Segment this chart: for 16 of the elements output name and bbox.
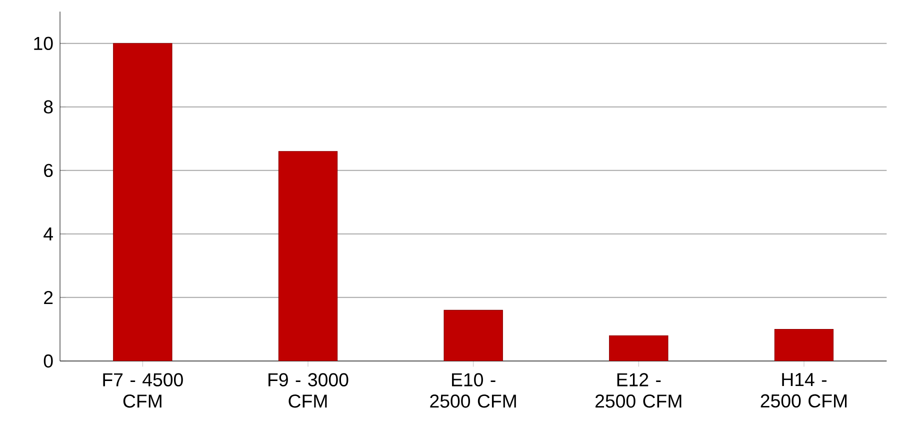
- bar: [278, 151, 338, 361]
- y-tick-label: 10: [34, 36, 53, 50]
- y-tick-label: 6: [44, 164, 53, 178]
- y-tick-label: 4: [44, 228, 53, 240]
- y-tick-label: 8: [44, 100, 53, 114]
- bar: [609, 335, 668, 361]
- x-tick-label: E12 - 2500 CFM: [596, 373, 682, 408]
- bar: [444, 310, 503, 361]
- x-tick-label: E10 - 2500 CFM: [430, 373, 516, 408]
- y-tick-label: 0: [44, 354, 53, 368]
- x-tick-label: F9 - 3000 CFM: [268, 373, 348, 408]
- x-tick-label: H14 - 2500 CFM: [760, 373, 847, 408]
- bar: [113, 43, 172, 361]
- bar: [774, 328, 834, 361]
- x-tick-label: F7 - 4500 CFM: [103, 373, 183, 408]
- y-tick-label: 2: [44, 290, 53, 304]
